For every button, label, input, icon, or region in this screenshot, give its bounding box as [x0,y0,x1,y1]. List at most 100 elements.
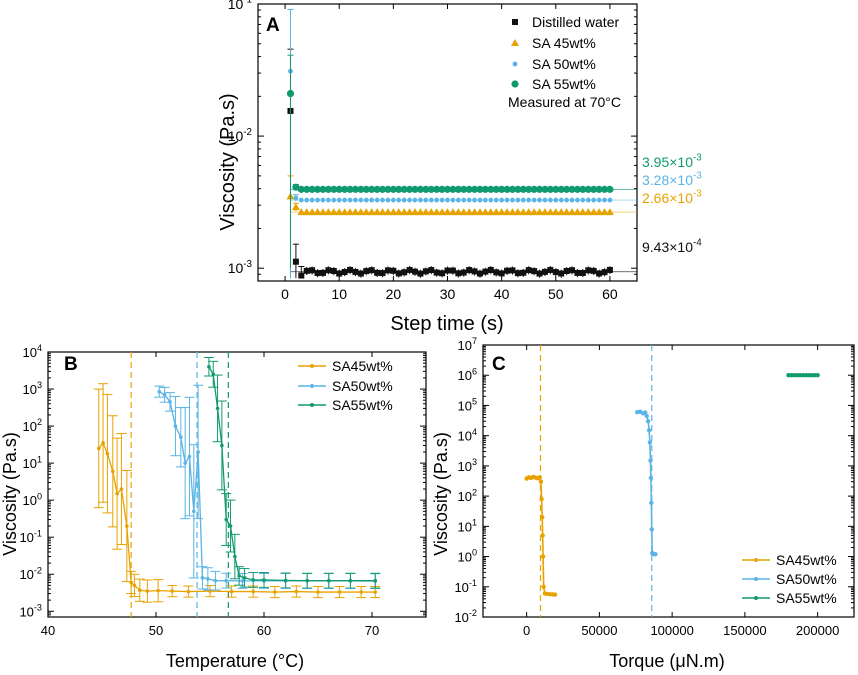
data-point [564,197,570,203]
data-point [316,590,320,594]
data-point [483,197,488,203]
data-point [105,451,110,456]
data-point [486,208,495,216]
panel-b-ylabel: Viscosity (Pa.s) [0,432,20,556]
data-point [578,208,587,216]
data-point [327,578,331,583]
data-point [179,435,183,440]
data-point [207,364,211,369]
data-point [542,197,548,203]
data-point [356,208,365,216]
data-point [196,450,200,454]
legend-label: Distilled water [532,14,619,30]
data-point [569,197,575,203]
data-point [389,208,398,216]
y-tick-label: 104 [457,427,477,444]
data-point [513,208,522,216]
data-point [411,208,420,216]
data-point [233,554,237,559]
reference-value-label: 9.43×10-4 [642,238,702,255]
data-point [427,185,435,193]
legend-label: SA45wt% [776,552,837,568]
legend-marker [511,80,519,88]
y-tick-label: 10-1 [454,578,477,595]
data-point [215,406,220,411]
data-point [324,185,332,193]
data-point [368,267,375,274]
data-point [96,446,101,451]
data-point [481,208,490,216]
panel-a-ylabel: Viscosity (Pa.s) [217,93,239,230]
data-point [303,267,310,274]
data-point [342,197,348,203]
data-point [557,185,565,193]
data-point [396,197,402,203]
data-point [546,208,555,216]
data-point [443,208,452,216]
data-point [569,267,576,274]
panel-b: B 40 50 60 70 10-3 10-2 10-1 100 101 102 103 104 Te… [0,343,427,671]
data-point [111,469,115,474]
data-point [309,197,315,203]
x-tick-label: 50 [548,286,564,302]
data-point [315,197,320,203]
legend-label: SA 45wt% [532,35,596,51]
data-point [416,185,425,193]
data-point [648,475,654,481]
data-point [438,208,447,216]
reference-value-label: 3.28×10-3 [642,171,702,188]
data-point [374,269,381,276]
data-point [439,270,446,277]
y-tick-label: 101 [22,454,42,471]
legend-marker [310,384,314,388]
data-point [448,208,457,216]
data-point [379,270,386,277]
data-point [340,208,349,216]
data-point [314,270,321,277]
data-point [384,267,391,274]
data-point [497,208,506,216]
data-point [574,269,581,276]
y-tick-label: 10-3 [228,259,253,276]
data-point [493,197,499,203]
data-point [313,208,322,216]
data-point [540,208,549,216]
data-point [346,208,355,216]
y-tick-label: 10-3 [19,602,42,619]
data-point [460,185,468,193]
panel-c-plot [524,345,820,617]
panel-a-note: Measured at 70°C [508,94,621,110]
data-point [373,578,378,583]
data-point [596,197,602,203]
data-point [492,185,500,193]
data-point [428,197,434,203]
x-tick-label: 30 [440,286,456,302]
data-point [335,208,344,216]
data-point [129,580,133,585]
data-point [337,590,342,594]
data-point [363,197,369,203]
data-point [229,589,234,594]
data-point [580,197,586,203]
x-tick-label: 40 [494,286,510,302]
panel-b-legend: SA45wt% SA50wt% SA55wt% [298,358,393,413]
legend-label: SA55wt% [332,397,393,413]
data-point [585,197,591,203]
data-point [428,267,435,274]
data-point [546,185,554,193]
data-point [115,491,119,496]
data-point [573,208,582,216]
data-point [552,185,560,193]
data-point [390,197,396,203]
y-tick-label: 106 [457,366,477,383]
data-point [200,576,205,580]
legend-label: SA 55wt% [532,76,596,92]
data-point [348,578,353,583]
data-point [170,589,174,593]
data-point [476,185,484,193]
data-point [351,208,360,216]
data-point [302,208,311,216]
data-point [481,185,489,193]
x-tick-label: 60 [257,623,271,638]
y-tick-label: 10-2 [19,565,42,582]
